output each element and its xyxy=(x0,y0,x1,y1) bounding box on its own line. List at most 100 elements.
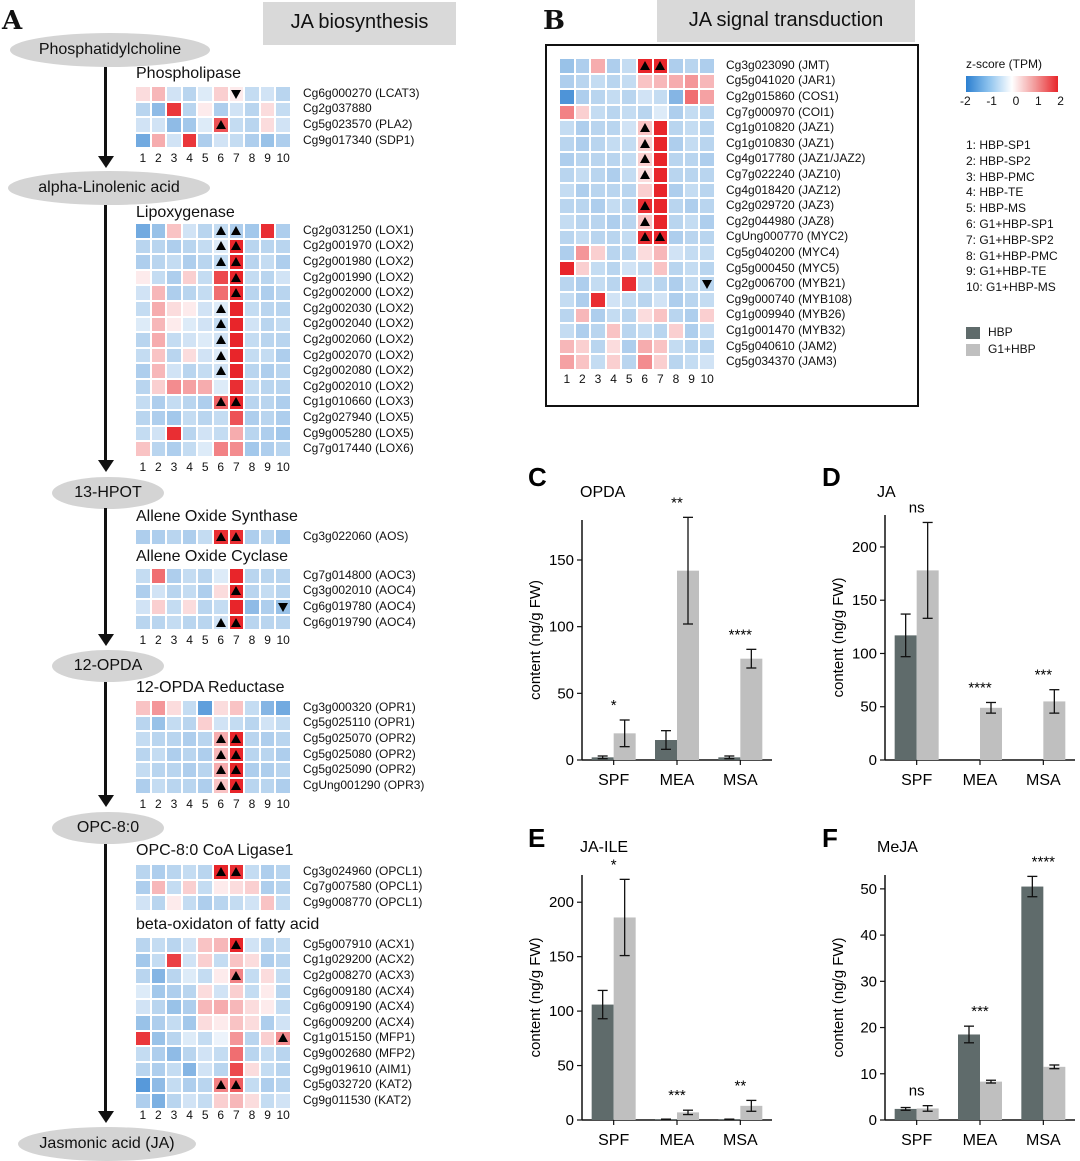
heatmap-cell xyxy=(259,132,276,149)
heatmap-cell xyxy=(259,269,276,286)
column-tick: 9 xyxy=(264,1108,271,1122)
heatmap-cell xyxy=(590,167,606,183)
heatmap-grid xyxy=(135,86,291,149)
heatmap-cell xyxy=(275,425,291,442)
heatmap-cell xyxy=(605,167,622,183)
heatmap-cell xyxy=(166,864,182,880)
heatmap-cell xyxy=(212,410,229,426)
gene-label: Cg6g009190 (ACX4) xyxy=(303,999,415,1014)
heatmap-cell xyxy=(699,338,715,355)
heatmap-cell xyxy=(181,223,198,239)
gene-label: Cg1g010820 (JAZ1) xyxy=(726,120,835,135)
gene-label: Cg1g001470 (MYB32) xyxy=(726,323,846,337)
heatmap-cell xyxy=(259,101,276,118)
heatmap-cell xyxy=(275,223,291,239)
up-triangle-icon xyxy=(215,225,226,235)
heatmap-cell xyxy=(636,73,653,90)
column-tick: 2 xyxy=(155,1108,162,1122)
heatmap-cell xyxy=(135,1092,151,1109)
up-triangle-icon xyxy=(278,1033,289,1043)
heatmap-cell xyxy=(150,700,167,716)
heatmap-cell xyxy=(166,879,182,896)
sample-legend: 1: HBP-SP1 2: HBP-SP2 3: HBP-PMC 4: HBP-TE 5… xyxy=(966,138,1058,296)
heatmap-cell xyxy=(668,245,684,261)
heatmap-cell xyxy=(244,715,260,732)
bar-hbp-msa xyxy=(718,757,741,760)
heatmap-cell xyxy=(150,254,167,270)
heatmap-cell xyxy=(181,731,198,747)
heatmap-cell xyxy=(683,276,700,292)
heatmap-cell xyxy=(181,378,198,395)
heatmap-cell xyxy=(275,1046,291,1062)
heatmap-cell xyxy=(259,332,276,348)
column-tick: 10 xyxy=(276,797,290,811)
column-ticks: 1 2 3 4 5 6 7 8 9 10 xyxy=(135,633,291,647)
heatmap-cell xyxy=(135,1077,151,1093)
heatmap-cell xyxy=(181,700,198,716)
heatmap-cell xyxy=(636,58,653,74)
chart-title: MeJA xyxy=(877,839,918,856)
enzyme-label: Lipoxygenase xyxy=(136,204,235,221)
heatmap-cell xyxy=(605,182,622,199)
heatmap-cell xyxy=(212,132,229,149)
heatmap-cell xyxy=(181,394,198,411)
heatmap-cell xyxy=(212,968,229,984)
heatmap-cell xyxy=(574,338,591,355)
gene-label: Cg4g017780 (JAZ1/JAZ2) xyxy=(726,151,866,166)
heatmap-cell xyxy=(228,968,245,984)
heatmap-cell xyxy=(275,746,291,763)
heatmap-cell xyxy=(559,198,575,214)
chart-ja-ile: E JA-ILE 0 50 100 150 200 content (ng/g FW) * SPF… xyxy=(527,823,772,1149)
heatmap-cell xyxy=(135,316,151,333)
heatmap-cell xyxy=(683,323,700,339)
heatmap-cell xyxy=(259,599,276,615)
heatmap-cell xyxy=(259,762,276,778)
heatmap-cell xyxy=(636,213,653,230)
heatmap-cell xyxy=(212,117,229,133)
heatmap-cell xyxy=(244,529,260,545)
heatmap-cell xyxy=(259,937,276,953)
bar-g1-hbp-mea xyxy=(677,1112,699,1120)
heatmap-cell xyxy=(197,300,213,317)
gene-label: Cg2g008270 (ACX3) xyxy=(303,968,415,982)
heatmap-cell xyxy=(181,86,198,102)
heatmap-cell xyxy=(636,167,653,183)
heatmap-cell xyxy=(275,529,291,545)
heatmap-cell xyxy=(228,1030,245,1047)
heatmap-cell xyxy=(668,89,684,105)
heatmap-cell xyxy=(166,300,182,317)
column-tick: 7 xyxy=(233,797,240,811)
heatmap-cell xyxy=(683,213,700,230)
heatmap-cell xyxy=(166,410,182,426)
heatmap-cell xyxy=(590,135,606,152)
heatmap-cell xyxy=(244,864,260,880)
bar-g1-hbp-mea xyxy=(980,1081,1002,1120)
enzyme-label: Phospholipase xyxy=(136,65,241,82)
chart-title: JA-ILE xyxy=(580,839,628,856)
bar-hbp-msa xyxy=(718,1119,741,1120)
x-category-label: MEA xyxy=(963,772,998,789)
heatmap-cell xyxy=(150,132,167,149)
up-triangle-icon xyxy=(231,617,242,627)
sample-legend-item: 8: G1+HBP-PMC xyxy=(966,248,1058,263)
heatmap-cell xyxy=(135,254,151,270)
up-triangle-icon xyxy=(231,397,242,407)
significance-label: ** xyxy=(734,1077,746,1094)
heatmap-cell xyxy=(683,198,700,214)
heatmap-cell xyxy=(683,354,700,370)
up-triangle-icon xyxy=(231,765,242,775)
heatmap-cell xyxy=(228,285,245,301)
heatmap-cell xyxy=(228,777,245,794)
heatmap-cell xyxy=(621,167,637,183)
heatmap-cell xyxy=(135,1061,151,1078)
chart-title: OPDA xyxy=(580,484,626,501)
up-triangle-icon xyxy=(231,288,242,298)
heatmap-grid xyxy=(135,937,291,1109)
heatmap-cell xyxy=(559,291,575,308)
up-triangle-icon xyxy=(231,272,242,282)
heatmap-cell xyxy=(259,1092,276,1109)
heatmap-cell xyxy=(699,182,715,199)
gene-label: Cg7g000970 (COI1) xyxy=(726,104,835,119)
column-tick: 10 xyxy=(276,1108,290,1122)
column-tick: 5 xyxy=(201,151,209,165)
